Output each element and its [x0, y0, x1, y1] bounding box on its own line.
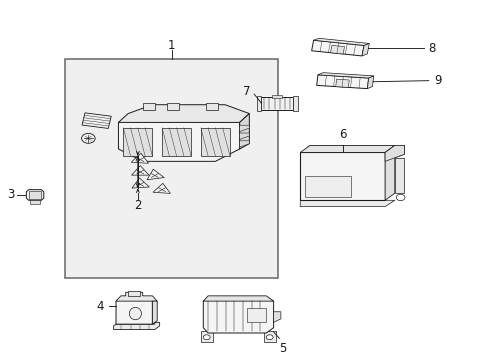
Polygon shape — [256, 95, 261, 111]
Polygon shape — [394, 158, 404, 193]
Polygon shape — [385, 145, 404, 161]
Polygon shape — [131, 153, 148, 163]
Text: 6: 6 — [338, 128, 346, 141]
Polygon shape — [152, 301, 157, 324]
Polygon shape — [118, 105, 249, 122]
Bar — [305, 176, 350, 197]
Bar — [162, 128, 191, 156]
Polygon shape — [239, 113, 249, 149]
Polygon shape — [316, 75, 368, 89]
Polygon shape — [300, 200, 394, 207]
Polygon shape — [273, 312, 280, 323]
Bar — [65, 59, 278, 278]
Ellipse shape — [129, 307, 141, 320]
Text: 9: 9 — [434, 74, 441, 87]
Polygon shape — [147, 169, 164, 180]
Circle shape — [203, 335, 210, 340]
Polygon shape — [317, 73, 373, 78]
Polygon shape — [335, 79, 348, 87]
Polygon shape — [118, 110, 239, 161]
Polygon shape — [116, 292, 157, 301]
Polygon shape — [153, 183, 170, 193]
Bar — [246, 308, 266, 323]
Polygon shape — [30, 200, 40, 204]
Polygon shape — [128, 291, 140, 296]
Polygon shape — [26, 190, 44, 200]
Polygon shape — [264, 331, 275, 342]
Polygon shape — [313, 38, 368, 45]
Polygon shape — [239, 133, 249, 139]
Polygon shape — [311, 40, 363, 56]
Circle shape — [266, 335, 272, 340]
Polygon shape — [292, 95, 297, 111]
Polygon shape — [361, 44, 368, 56]
Polygon shape — [203, 298, 273, 333]
Text: 2: 2 — [134, 199, 142, 212]
Text: 4: 4 — [96, 300, 103, 313]
Polygon shape — [131, 166, 149, 175]
Bar — [261, 96, 292, 110]
Bar — [272, 95, 282, 98]
Text: 3: 3 — [7, 189, 14, 202]
Polygon shape — [239, 125, 249, 132]
Bar — [123, 128, 152, 156]
Polygon shape — [205, 103, 217, 110]
Polygon shape — [113, 323, 159, 329]
Polygon shape — [82, 113, 111, 129]
Bar — [300, 153, 385, 200]
Polygon shape — [203, 296, 273, 301]
Polygon shape — [300, 145, 394, 153]
Polygon shape — [394, 145, 404, 158]
Text: 7: 7 — [243, 85, 250, 98]
Polygon shape — [201, 331, 213, 342]
Polygon shape — [166, 103, 179, 110]
Polygon shape — [366, 76, 373, 89]
Bar — [201, 128, 229, 156]
Circle shape — [81, 134, 95, 143]
Circle shape — [395, 194, 404, 201]
Polygon shape — [142, 103, 155, 110]
Bar — [29, 192, 41, 198]
Text: 8: 8 — [428, 42, 435, 55]
Polygon shape — [385, 145, 394, 200]
Polygon shape — [116, 296, 152, 324]
Polygon shape — [330, 45, 344, 54]
Text: 5: 5 — [278, 342, 285, 355]
Text: 1: 1 — [168, 39, 175, 52]
Polygon shape — [132, 178, 149, 188]
Polygon shape — [239, 141, 249, 147]
